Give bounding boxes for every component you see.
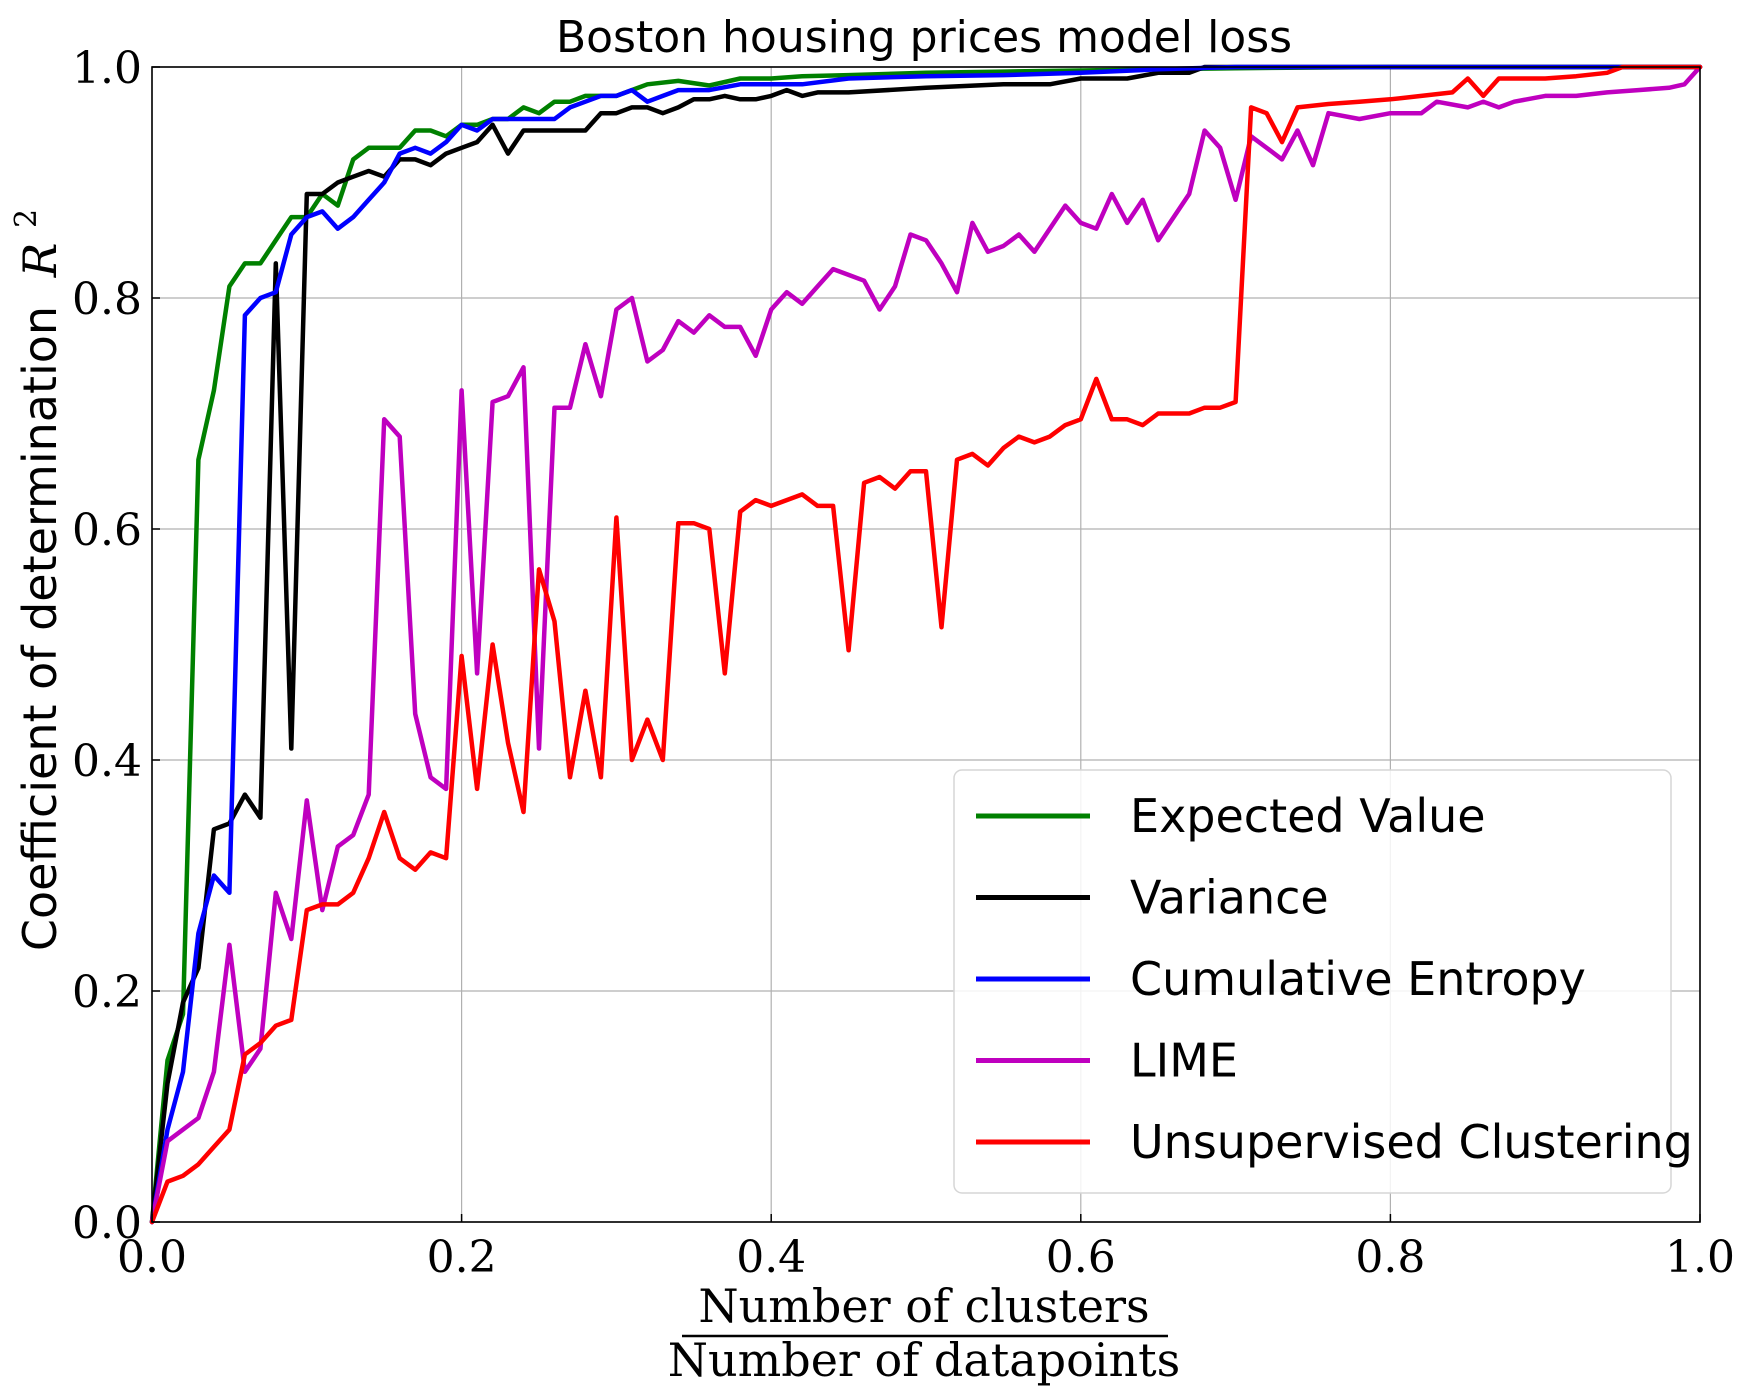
y-axis-label-symbol: R [13,243,67,279]
svg-text:Coefficient of determination: Coefficient of determination R 2 [9,209,67,951]
x-tick-label: 1.0 [1665,1232,1735,1283]
x-axis-label-denominator: Number of datapoints [668,1333,1180,1387]
legend-label-unsupervised-clustering: Unsupervised Clustering [1130,1115,1693,1169]
y-tick-label: 0.4 [72,736,142,787]
x-tick-label: 0.4 [736,1232,806,1283]
x-axis-label: Number of clusters Number of datapoints [668,1279,1180,1387]
chart-title: Boston housing prices model loss [556,12,1292,63]
series-line-variance [149,64,1703,1225]
legend-label-variance: Variance [1130,871,1329,925]
series-group [149,64,1703,1225]
legend-label-expected-value: Expected Value [1130,789,1486,843]
y-tick-label: 0.6 [72,505,142,556]
y-tick-label: 0.8 [72,274,142,325]
x-tick-label: 0.0 [117,1232,187,1283]
y-axis-label: Coefficient of determination R 2 [9,209,67,951]
x-tick-label: 0.2 [427,1232,497,1283]
x-tick-label: 0.6 [1046,1232,1116,1283]
legend-box [953,769,1672,1194]
x-axis-ticks: 0.0 0.2 0.4 0.6 0.8 1.0 [117,1214,1735,1283]
series-line-unsupervised-clustering [149,64,1703,1225]
series-line-cumulative-entropy [149,64,1703,1225]
legend-label-lime: LIME [1130,1034,1238,1088]
x-tick-label: 0.8 [1355,1232,1425,1283]
series-line-lime [149,64,1703,1225]
legend-label-cumulative-entropy: Cumulative Entropy [1130,952,1586,1006]
plot-frame [151,66,1701,1223]
y-tick-label: 0.0 [72,1198,142,1249]
legend: Expected Value Variance Cumulative Entropy… [953,769,1693,1194]
y-axis-ticks: 0.0 0.2 0.4 0.6 0.8 1.0 [72,43,160,1249]
y-axis-label-superscript: 2 [9,209,44,228]
y-tick-label: 0.2 [72,967,142,1018]
y-tick-label: 1.0 [72,43,142,94]
x-axis-label-numerator: Number of clusters [698,1279,1149,1333]
y-axis-label-text: Coefficient of determination [13,306,67,951]
